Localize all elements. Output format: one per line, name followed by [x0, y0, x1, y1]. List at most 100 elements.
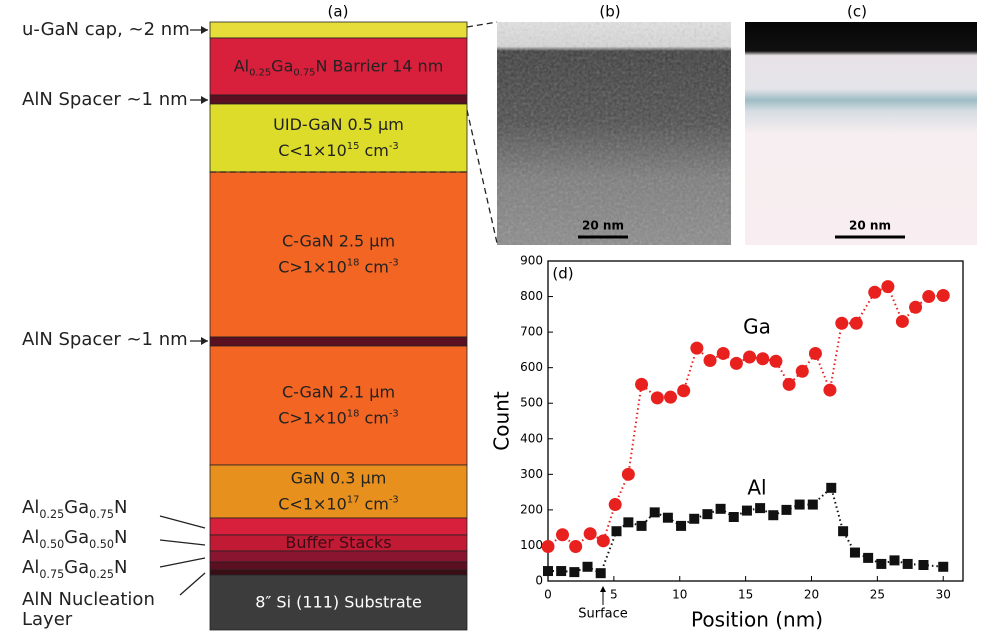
y-tick-label: 500 — [520, 396, 543, 410]
y-tick-label: 200 — [520, 502, 543, 516]
text-part: Al — [22, 557, 39, 578]
text-part: 18 — [347, 408, 360, 419]
layer — [209, 574, 468, 631]
x-tick-label: 25 — [870, 588, 885, 602]
point — [623, 517, 634, 528]
text-part: C-GaN 2.1 μm — [282, 382, 395, 401]
text-part: 0.25 — [39, 508, 64, 521]
label: AlN Spacer ~1 nm — [22, 89, 188, 110]
point — [596, 534, 610, 548]
layer — [209, 345, 468, 466]
point — [895, 314, 909, 328]
arrow-head — [201, 26, 208, 34]
text-part: -3 — [389, 494, 399, 505]
text-part: 0.75 — [39, 568, 64, 581]
text-part: 18 — [347, 257, 360, 268]
point — [808, 346, 822, 360]
point — [849, 547, 860, 558]
point — [823, 383, 837, 397]
point — [826, 482, 837, 493]
text-part: AlN Nucleation — [22, 589, 155, 610]
point — [755, 503, 766, 514]
point — [569, 540, 583, 554]
point — [838, 526, 849, 537]
point — [702, 509, 713, 520]
y-tick-label: 0 — [535, 574, 543, 588]
label: C<1×1017 cm-3 — [278, 494, 399, 513]
text-part: Ga — [271, 56, 293, 75]
arrow-head — [201, 337, 208, 345]
label: Al0.75Ga0.25N — [22, 557, 127, 581]
point — [650, 391, 664, 405]
text-part: UID-GaN 0.5 μm — [273, 115, 404, 134]
point — [902, 558, 913, 569]
x-tick-label: 0 — [544, 588, 552, 602]
point — [743, 350, 757, 364]
layer — [209, 21, 468, 39]
point — [664, 390, 678, 404]
point — [768, 510, 779, 521]
text-part: cm — [359, 141, 388, 160]
text-part: 0.50 — [89, 538, 114, 551]
leader — [179, 572, 206, 596]
text-part: cm — [359, 257, 388, 276]
leader — [159, 539, 206, 546]
y-tick-label: 700 — [520, 325, 543, 339]
text-part: 0.25 — [89, 568, 114, 581]
point — [881, 280, 895, 294]
arrow-head — [600, 586, 606, 592]
point — [741, 505, 752, 516]
point — [909, 300, 923, 314]
leader — [159, 515, 206, 529]
point — [849, 316, 863, 330]
point — [555, 528, 569, 542]
point — [621, 467, 635, 481]
label: C>1×1018 cm-3 — [278, 408, 399, 427]
text-part: 17 — [347, 494, 360, 505]
series-line — [548, 486, 944, 575]
point — [703, 354, 717, 368]
text-part: cm — [359, 494, 388, 513]
point — [689, 513, 700, 524]
label: C>1×1018 cm-3 — [278, 257, 399, 276]
layer — [209, 561, 468, 571]
panel-label: (c) — [847, 3, 867, 21]
text-part: AlN Spacer ~1 nm — [22, 89, 188, 110]
text-part: u-GaN cap, ~2 nm — [22, 19, 190, 40]
text-part: -3 — [389, 408, 399, 419]
text-part: 0.50 — [39, 538, 64, 551]
point — [541, 540, 555, 554]
layer — [209, 37, 468, 96]
text-part: GaN 0.3 μm — [291, 468, 387, 487]
text-part: AlN Spacer ~1 nm — [22, 329, 188, 350]
point — [922, 290, 936, 304]
text-part: Al — [22, 497, 39, 518]
layer — [209, 94, 468, 105]
tem-image-b: 20 nm — [497, 22, 731, 245]
panel-label: (d) — [552, 265, 573, 283]
point — [635, 377, 649, 391]
y-axis-label: Count — [490, 391, 514, 451]
layer — [209, 550, 468, 563]
text-part: -3 — [389, 141, 399, 152]
point — [608, 498, 622, 512]
point — [715, 503, 726, 514]
point — [636, 520, 647, 531]
point — [807, 499, 818, 510]
text-part: N — [114, 497, 127, 518]
panel-label: (a) — [328, 3, 349, 21]
point — [889, 555, 900, 566]
point — [569, 567, 580, 578]
label: GaN 0.3 μm — [291, 468, 387, 487]
text-part: C<1×10 — [278, 141, 347, 160]
point — [918, 560, 929, 570]
point — [690, 341, 704, 355]
point — [876, 558, 887, 569]
text-part: 15 — [347, 141, 360, 152]
label: C-GaN 2.1 μm — [282, 382, 395, 401]
point — [611, 526, 622, 537]
label: C-GaN 2.5 μm — [282, 231, 395, 250]
point — [556, 566, 567, 577]
point — [835, 316, 849, 330]
text-part: Ga — [64, 497, 89, 518]
